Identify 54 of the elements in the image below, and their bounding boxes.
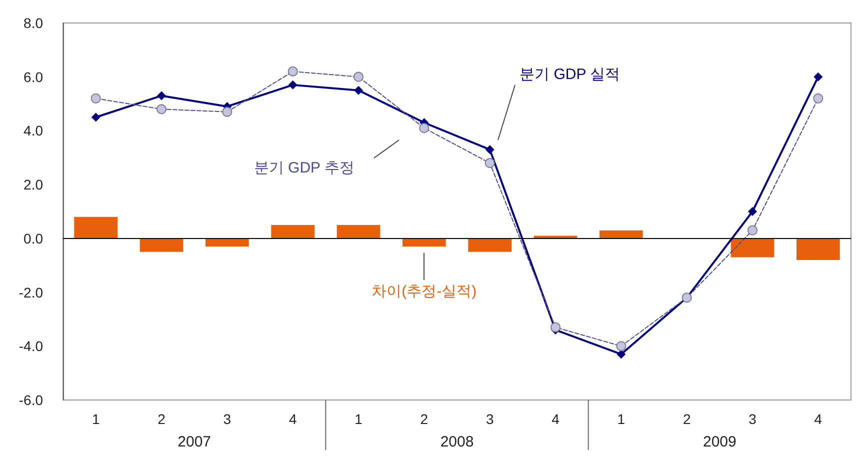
- text: 2008: [440, 434, 474, 450]
- y-tick-label: 6.0: [24, 68, 44, 85]
- bar: [140, 238, 184, 252]
- point: [748, 207, 757, 216]
- point: [156, 104, 166, 114]
- point: [354, 86, 363, 95]
- point: [354, 72, 364, 82]
- point: [90, 93, 101, 104]
- point: [813, 93, 824, 104]
- x-tick-label: 2: [420, 411, 428, 427]
- bar: [205, 238, 249, 247]
- point: [288, 80, 298, 90]
- point: [91, 112, 100, 122]
- x-tick-label: 2: [682, 411, 691, 427]
- bar: [271, 224, 315, 238]
- point: [814, 72, 823, 82]
- bar: [402, 238, 446, 247]
- point: [419, 123, 430, 134]
- y-tick-label: 8.0: [24, 15, 44, 31]
- point: [550, 322, 560, 332]
- y-tick-label: 0.0: [24, 230, 44, 246]
- y-tick-label: -6.0: [18, 392, 44, 408]
- bar: [599, 230, 643, 238]
- text: 분기 GDP 추정: [254, 160, 354, 177]
- x-tick-label: 2: [158, 411, 166, 427]
- text: 분기 GDP 실적: [520, 66, 620, 84]
- bar: [796, 238, 840, 260]
- bar: [730, 238, 774, 258]
- text: 차이(추정-실적): [372, 283, 477, 300]
- point: [288, 66, 298, 76]
- point: [616, 341, 626, 352]
- y-tick-label: 2.0: [24, 176, 44, 193]
- y-tick-label: -4.0: [18, 338, 44, 354]
- point: [157, 91, 166, 100]
- point: [748, 225, 758, 236]
- point: [485, 145, 494, 154]
- text: 2009: [702, 434, 736, 450]
- y-tick-label: -2.0: [18, 284, 44, 300]
- bar: [74, 216, 118, 238]
- x-tick-label: 4: [288, 411, 297, 427]
- bar: [468, 238, 512, 252]
- text: 2007: [178, 434, 212, 450]
- x-tick-label: 4: [814, 411, 822, 427]
- x-tick-label: 4: [552, 411, 560, 427]
- x-tick-label: 3: [223, 411, 232, 427]
- x-tick-label: 3: [486, 411, 494, 427]
- bar: [336, 224, 380, 238]
- point: [484, 158, 495, 168]
- point: [222, 106, 232, 117]
- x-tick-label: 3: [748, 411, 757, 427]
- x-tick-label: 1: [92, 411, 100, 427]
- y-tick-label: 4.0: [24, 122, 44, 139]
- x-tick-label: 1: [617, 411, 626, 427]
- x-tick-label: 1: [354, 411, 363, 427]
